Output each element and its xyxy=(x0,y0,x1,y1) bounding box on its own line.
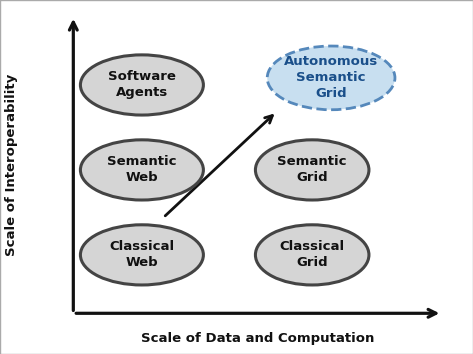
Text: Autonomous
Semantic
Grid: Autonomous Semantic Grid xyxy=(284,55,378,101)
Text: Software
Agents: Software Agents xyxy=(108,70,176,99)
Text: Classical
Grid: Classical Grid xyxy=(280,240,345,269)
Ellipse shape xyxy=(255,140,369,200)
Text: Semantic
Grid: Semantic Grid xyxy=(278,155,347,184)
Ellipse shape xyxy=(80,140,203,200)
Text: Semantic
Web: Semantic Web xyxy=(107,155,176,184)
Ellipse shape xyxy=(267,46,395,110)
Ellipse shape xyxy=(80,225,203,285)
Text: Classical
Web: Classical Web xyxy=(109,240,175,269)
Text: Scale of Data and Computation: Scale of Data and Computation xyxy=(141,332,375,345)
Ellipse shape xyxy=(255,225,369,285)
Ellipse shape xyxy=(80,55,203,115)
Text: Scale of Interoperability: Scale of Interoperability xyxy=(5,74,18,256)
